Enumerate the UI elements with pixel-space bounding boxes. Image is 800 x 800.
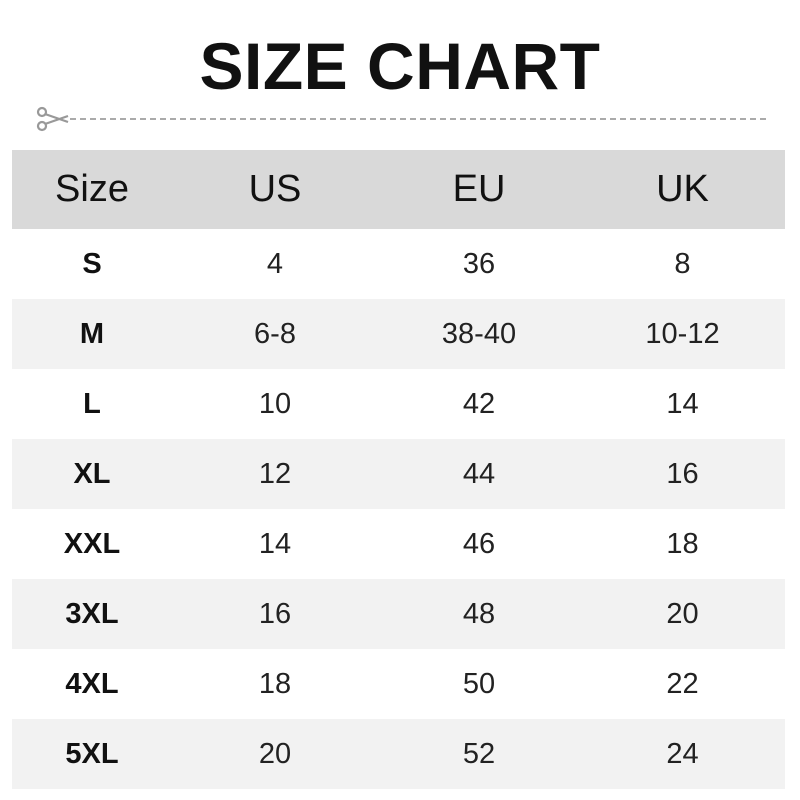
table-row: S 4 36 8 [12, 229, 785, 299]
cell-size: XXL [63, 527, 121, 560]
cell-eu: 46 [462, 527, 496, 560]
cell-us: 4 [266, 247, 284, 280]
cell-us: 18 [258, 667, 292, 700]
cell-size: 5XL [65, 737, 119, 770]
cell-uk: 8 [674, 247, 691, 280]
size-table: Size US EU UK S 4 36 8 M 6-8 38-40 10-12 L 10 42 14… [12, 150, 785, 789]
cell-us: 14 [258, 527, 292, 560]
cell-eu: 50 [462, 667, 496, 700]
cell-eu: 52 [462, 737, 496, 770]
header-us: US [248, 168, 302, 210]
cell-eu: 42 [462, 387, 496, 420]
table-row: XXL 14 46 18 [12, 509, 785, 579]
table-row: M 6-8 38-40 10-12 [12, 299, 785, 369]
table-row: 3XL 16 48 20 [12, 579, 785, 649]
cell-eu: 38-40 [441, 317, 517, 350]
cell-uk: 10-12 [645, 317, 720, 350]
cell-us: 6-8 [254, 317, 296, 350]
cell-us: 12 [258, 457, 292, 490]
cell-uk: 22 [666, 667, 699, 700]
table-row: XL 12 44 16 [12, 439, 785, 509]
table-row: 4XL 18 50 22 [12, 649, 785, 719]
cell-uk: 14 [666, 387, 699, 420]
cell-uk: 20 [666, 597, 699, 630]
cell-us: 16 [258, 597, 292, 630]
header-size: Size [55, 168, 129, 210]
table-header: Size US EU UK [12, 150, 785, 229]
cell-eu: 48 [462, 597, 496, 630]
scissors-icon [36, 106, 69, 132]
cell-size: XL [73, 457, 111, 490]
cell-size: 4XL [65, 667, 119, 700]
cell-uk: 16 [666, 457, 699, 490]
cell-size: S [82, 247, 102, 280]
table-row: L 10 42 14 [12, 369, 785, 439]
dashed-line [70, 118, 766, 120]
cell-eu: 44 [462, 457, 496, 490]
cell-us: 10 [258, 387, 292, 420]
header-eu: EU [452, 168, 506, 210]
cell-us: 20 [258, 737, 292, 770]
cell-uk: 18 [666, 527, 699, 560]
cell-eu: 36 [462, 247, 496, 280]
header-uk: UK [656, 168, 709, 210]
cut-line [36, 106, 766, 132]
page-title: SIZE CHART [199, 29, 601, 103]
table-row: 5XL 20 52 24 [12, 719, 785, 789]
cell-size: M [79, 317, 105, 350]
cell-size: 3XL [65, 597, 119, 630]
cell-uk: 24 [666, 737, 699, 770]
cell-size: L [83, 387, 101, 420]
